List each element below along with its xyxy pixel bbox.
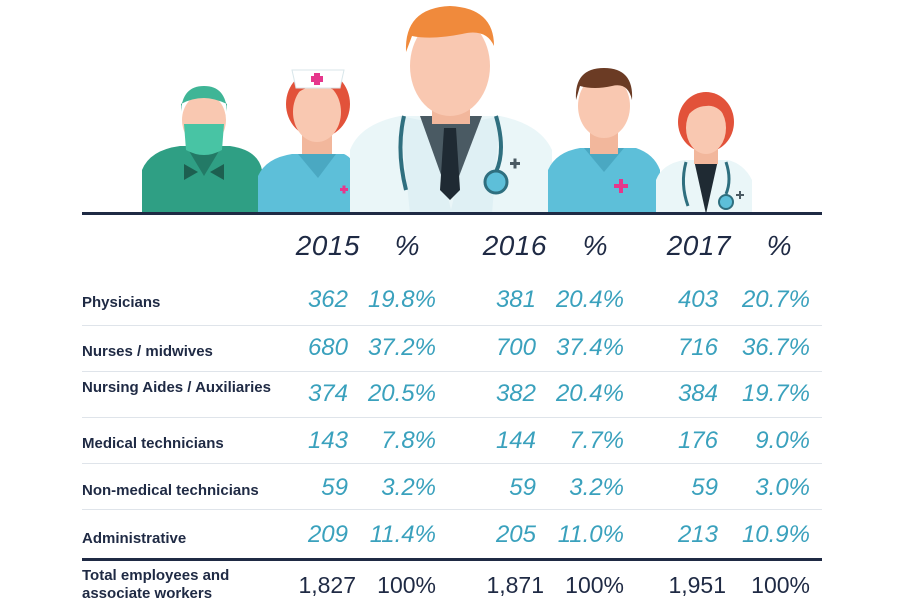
value-2015: 59 [321,474,348,501]
percent-2017: 36.7% [741,334,810,361]
row-label: Administrative [82,530,187,547]
total-label-line2: associate workers [82,585,213,602]
value-2016: 205 [495,521,536,548]
table-row: Nurses / midwives 680 37.2% 700 37.4% 71… [82,326,822,372]
header-2017: 2017 [666,230,731,261]
table-row: Nursing Aides / Auxiliaries 374 20.5% 38… [82,372,822,418]
top-divider [82,212,822,215]
row-divider [82,417,822,418]
table-row: Administrative 209 11.4% 205 11.0% 213 1… [82,510,822,556]
surgeon-figure [142,86,262,214]
total-label-line1: Total employees and [82,567,230,584]
percent-2016: 37.4% [555,334,624,361]
value-2016: 144 [495,427,536,454]
percent-2017: 9.0% [755,427,810,454]
percent-2017: 19.7% [741,380,810,407]
value-2015: 209 [307,521,348,548]
value-2017: 384 [677,380,718,407]
percent-2017: 20.7% [741,286,810,313]
table-row: Non-medical technicians 59 3.2% 59 3.2% … [82,464,822,510]
value-2016: 700 [495,334,536,361]
percent-2017: 10.9% [741,521,810,548]
percent-2015: 20.5% [367,380,436,407]
percent-2016: 11.0% [557,521,624,548]
percent-2015: 11.4% [369,521,436,548]
value-2017: 403 [677,286,718,313]
table-row: Medical technicians 143 7.8% 144 7.7% 17… [82,418,822,464]
table-header-row: 2015 % 2016 % 2017 % [0,230,910,270]
total-percent-2015: 100% [377,572,436,598]
total-2015: 1,827 [298,572,356,598]
percent-2016: 7.7% [569,427,624,454]
row-label: Nursing Aides / Auxiliaries [82,379,271,396]
total-percent-2016: 100% [565,572,624,598]
row-label: Nurses / midwives [82,343,213,360]
row-label: Physicians [82,294,161,311]
row-label: Medical technicians [82,435,224,452]
percent-2015: 3.2% [381,474,436,501]
medical-staff-illustration [142,6,752,214]
total-2016: 1,871 [486,572,544,598]
percent-2016: 20.4% [555,286,624,313]
header-percent-2017: % [766,230,792,261]
header-2016: 2016 [482,230,547,261]
header-percent-2016: % [582,230,608,261]
value-2015: 362 [307,286,348,313]
value-2015: 143 [307,427,348,454]
value-2017: 213 [677,521,718,548]
percent-2015: 37.2% [367,334,436,361]
doctor-figure [350,6,552,214]
percent-2015: 7.8% [381,427,436,454]
row-label: Non-medical technicians [82,482,259,499]
percent-2016: 3.2% [569,474,624,501]
value-2015: 374 [307,380,348,407]
percent-2017: 3.0% [755,474,810,501]
row-divider [82,371,822,372]
header-2015: 2015 [295,230,360,261]
row-divider [82,325,822,326]
value-2017: 59 [691,474,718,501]
row-divider [82,463,822,464]
value-2016: 59 [509,474,536,501]
value-2017: 176 [677,427,718,454]
row-divider [82,509,822,510]
value-2017: 716 [677,334,718,361]
total-divider [82,558,822,561]
percent-2016: 20.4% [555,380,624,407]
nurse-figure [258,69,358,214]
total-label: Total employees and associate workers [82,567,229,603]
value-2016: 381 [495,286,536,313]
header-percent-2015: % [394,230,420,261]
female-doctor-figure [656,92,752,214]
total-row: Total employees and associate workers 1,… [82,561,822,611]
total-percent-2017: 100% [751,572,810,598]
percent-2015: 19.8% [367,286,436,313]
value-2015: 680 [307,334,348,361]
table-row: Physicians 362 19.8% 381 20.4% 403 20.7% [82,280,822,326]
value-2016: 382 [495,380,536,407]
male-nurse-figure [548,68,660,214]
total-2017: 1,951 [668,572,726,598]
